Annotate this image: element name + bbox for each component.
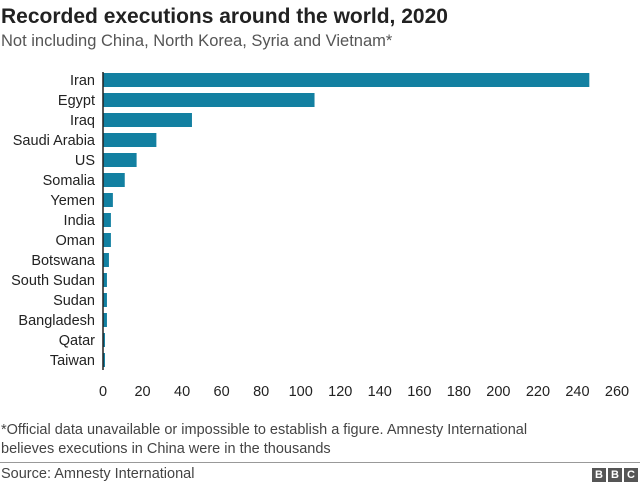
bar <box>103 293 107 307</box>
category-label: Sudan <box>53 293 95 309</box>
chart-subtitle: Not including China, North Korea, Syria … <box>1 32 393 50</box>
bar <box>103 93 315 107</box>
x-tick-label: 40 <box>174 384 190 400</box>
x-tick-label: 0 <box>99 384 107 400</box>
footnote-line-2: believes executions in China were in the… <box>1 441 331 457</box>
x-tick-label: 140 <box>368 384 392 400</box>
bar <box>103 113 192 127</box>
x-tick-label: 260 <box>605 384 629 400</box>
category-label: Somalia <box>43 173 96 189</box>
x-tick-label: 20 <box>134 384 150 400</box>
chart-title: Recorded executions around the world, 20… <box>1 5 448 28</box>
category-label: Saudi Arabia <box>13 133 96 149</box>
category-label: India <box>64 213 96 229</box>
category-label: Bangladesh <box>18 313 95 329</box>
footnote-line-1: *Official data unavailable or impossible… <box>1 422 528 438</box>
bar <box>103 333 105 347</box>
category-label: Egypt <box>58 93 95 109</box>
bar <box>103 213 111 227</box>
bar-chart: Iran Egypt Iraq Saudi Arabia US Somalia Yemen I… <box>11 72 629 400</box>
bar <box>103 153 137 167</box>
logo-letter: B <box>608 468 622 482</box>
bar <box>103 353 105 367</box>
bar <box>103 173 125 187</box>
bar <box>103 133 157 147</box>
x-tick-label: 80 <box>253 384 269 400</box>
x-tick-label: 200 <box>486 384 510 400</box>
footnote: *Official data unavailable or impossible… <box>1 421 601 459</box>
x-tick-label: 60 <box>214 384 230 400</box>
category-label: Qatar <box>59 333 95 349</box>
x-tick-label: 100 <box>289 384 313 400</box>
x-tick-label: 240 <box>565 384 589 400</box>
bar <box>103 273 107 287</box>
category-label: Botswana <box>31 253 96 269</box>
bbc-logo: B B C <box>592 468 638 482</box>
source: Source: Amnesty International <box>1 466 195 482</box>
divider <box>0 462 640 463</box>
x-tick-label: 220 <box>526 384 550 400</box>
category-label: Taiwan <box>50 353 95 369</box>
bar <box>103 193 113 207</box>
bar <box>103 73 590 87</box>
category-label: Oman <box>56 233 96 249</box>
bar <box>103 233 111 247</box>
x-tick-label: 180 <box>447 384 471 400</box>
category-label: South Sudan <box>11 273 95 289</box>
bar <box>103 253 109 267</box>
x-tick-label: 120 <box>328 384 352 400</box>
category-label: Iraq <box>70 113 95 129</box>
category-label: US <box>75 153 95 169</box>
logo-letter: B <box>592 468 606 482</box>
category-label: Yemen <box>50 193 95 209</box>
x-tick-label: 160 <box>407 384 431 400</box>
logo-letter: C <box>624 468 638 482</box>
bar <box>103 313 107 327</box>
category-label: Iran <box>70 73 95 89</box>
